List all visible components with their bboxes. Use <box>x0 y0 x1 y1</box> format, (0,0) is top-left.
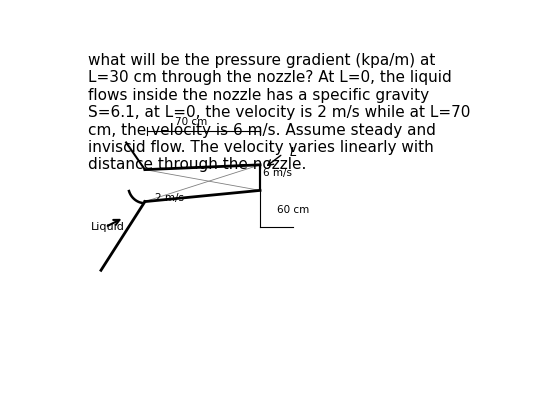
Text: 60 cm: 60 cm <box>277 205 309 215</box>
Text: 2 m/s: 2 m/s <box>156 193 184 203</box>
Text: 6 m/s: 6 m/s <box>264 168 292 178</box>
Text: Liquid: Liquid <box>91 222 124 232</box>
Text: 70 cm: 70 cm <box>175 117 207 127</box>
Text: what will be the pressure gradient (kpa/m) at
L=30 cm through the nozzle? At L=0: what will be the pressure gradient (kpa/… <box>89 53 471 172</box>
Text: L: L <box>289 146 296 159</box>
